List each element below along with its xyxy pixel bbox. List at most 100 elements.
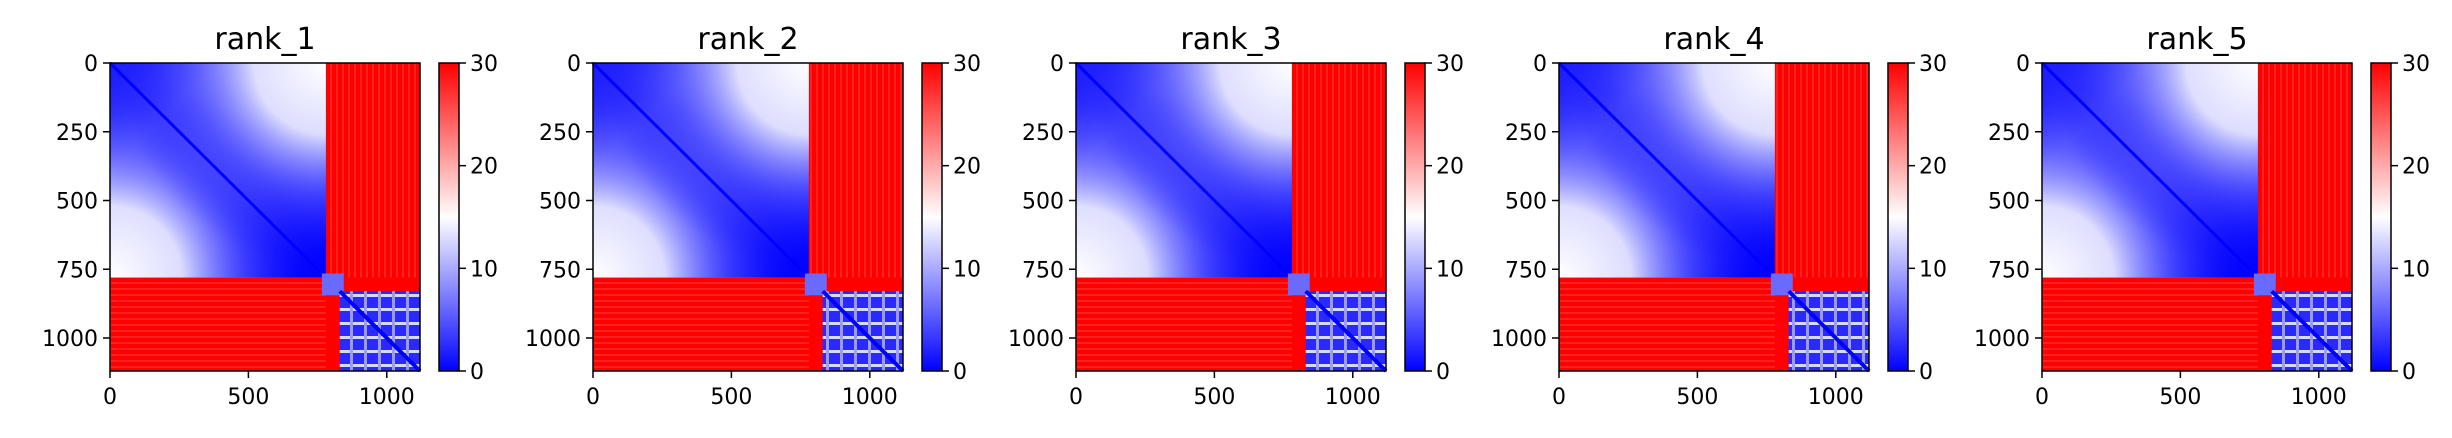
offdiag-lower-texture (1076, 277, 1292, 371)
offdiag-upper-texture (1774, 63, 1869, 278)
y-tick-label: 500 (1505, 190, 1547, 215)
panel-title: rank_5 (2146, 22, 2247, 57)
heatmap-panel-5: rank_5 0 250 500 750 1000 0 500 1000 0 10 20 30 (1974, 22, 2430, 410)
colorbar-tick-label: 30 (1436, 52, 1464, 77)
colorbar-tick-label: 20 (2402, 155, 2430, 180)
transition-block (1770, 273, 1793, 296)
colorbar-tick-label: 10 (1919, 257, 1947, 282)
offdiag-upper-texture (2257, 63, 2352, 278)
colorbar-tick-label: 0 (470, 360, 484, 385)
offdiag-lower-texture (2042, 277, 2258, 371)
y-tick-label: 750 (1988, 258, 2030, 283)
y-tick-label: 500 (1022, 190, 1064, 215)
diagonal-a (2040, 61, 2259, 279)
diagonal-b (1304, 289, 1388, 373)
x-tick-label: 1000 (842, 385, 898, 410)
y-tick-label: 500 (56, 190, 98, 215)
heatmap-panel-4: rank_4 0 250 500 750 1000 0 500 1000 0 10 20 30 (1491, 22, 1947, 410)
axes-frame (592, 62, 904, 372)
x-tick-label: 1000 (1325, 385, 1381, 410)
colorbar-tick-label: 20 (1919, 155, 1947, 180)
y-tick-label: 250 (1988, 121, 2030, 146)
offdiag-upper-texture (1291, 63, 1386, 278)
axes-frame (109, 62, 421, 372)
offdiag-lower-texture (593, 277, 809, 371)
y-tick-label: 1000 (42, 327, 98, 352)
x-tick-label: 500 (1676, 385, 1718, 410)
heatmap-panel-3: rank_3 0 250 500 750 1000 0 500 1000 0 10 20 30 (1008, 22, 1464, 410)
y-tick-label: 0 (1050, 52, 1064, 77)
colorbar-tick-label: 10 (1436, 257, 1464, 282)
x-tick-label: 0 (1552, 385, 1566, 410)
y-tick-label: 1000 (525, 327, 581, 352)
panel-title: rank_1 (214, 22, 315, 57)
y-tick-label: 250 (539, 121, 581, 146)
colorbar-tick-label: 10 (953, 257, 981, 282)
panel-title: rank_2 (697, 22, 798, 57)
y-tick-label: 1000 (1974, 327, 2030, 352)
x-tick-label: 1000 (2291, 385, 2347, 410)
x-tick-label: 500 (710, 385, 752, 410)
x-tick-label: 500 (227, 385, 269, 410)
colorbar-tick-label: 30 (1919, 52, 1947, 77)
colorbar-tick-label: 0 (953, 360, 967, 385)
x-tick-label: 500 (2159, 385, 2201, 410)
transition-block (2253, 273, 2276, 296)
y-tick-label: 750 (539, 258, 581, 283)
axes-frame (2041, 62, 2353, 372)
colorbar-tick-label: 20 (470, 155, 498, 180)
transition-block (1287, 273, 1310, 296)
offdiag-upper-texture (325, 63, 420, 278)
transition-block (804, 273, 827, 296)
panel-title: rank_3 (1180, 22, 1281, 57)
axes-frame (1558, 62, 1870, 372)
heatmap-panel-1: rank_1 0 250 500 750 1000 0 500 1000 0 10 20 30 (42, 22, 498, 410)
colorbar-tick-label: 0 (1436, 360, 1450, 385)
y-tick-label: 0 (84, 52, 98, 77)
y-tick-label: 750 (56, 258, 98, 283)
colorbar-tick-label: 0 (1919, 360, 1933, 385)
diagonal-b (2270, 289, 2354, 373)
y-tick-label: 500 (1988, 190, 2030, 215)
y-tick-label: 500 (539, 190, 581, 215)
axes-frame (1075, 62, 1387, 372)
colorbar (438, 62, 460, 372)
y-tick-label: 1000 (1008, 327, 1064, 352)
colorbar (1887, 62, 1909, 372)
x-tick-label: 1000 (359, 385, 415, 410)
diagonal-b (1787, 289, 1871, 373)
colorbar (1404, 62, 1426, 372)
x-tick-label: 0 (1069, 385, 1083, 410)
offdiag-upper-texture (808, 63, 903, 278)
y-tick-label: 0 (1533, 52, 1547, 77)
diagonal-a (108, 61, 327, 279)
colorbar (921, 62, 943, 372)
x-tick-label: 0 (103, 385, 117, 410)
offdiag-lower-texture (1559, 277, 1775, 371)
colorbar-tick-label: 10 (470, 257, 498, 282)
colorbar-tick-label: 20 (953, 155, 981, 180)
heatmap-panel-2: rank_2 0 250 500 750 1000 0 500 1000 0 10 20 30 (525, 22, 981, 410)
diagonal-a (1074, 61, 1293, 279)
colorbar-tick-label: 30 (2402, 52, 2430, 77)
y-tick-label: 250 (1022, 121, 1064, 146)
offdiag-lower-texture (110, 277, 326, 371)
colorbar-tick-label: 20 (1436, 155, 1464, 180)
y-tick-label: 0 (567, 52, 581, 77)
colorbar (2370, 62, 2392, 372)
y-tick-label: 250 (1505, 121, 1547, 146)
y-tick-label: 750 (1505, 258, 1547, 283)
diagonal-a (591, 61, 810, 279)
diagonal-a (1557, 61, 1776, 279)
x-tick-label: 500 (1193, 385, 1235, 410)
x-tick-label: 1000 (1808, 385, 1864, 410)
colorbar-tick-label: 30 (470, 52, 498, 77)
colorbar-tick-label: 0 (2402, 360, 2416, 385)
transition-block (321, 273, 344, 296)
panel-title: rank_4 (1663, 22, 1764, 57)
y-tick-label: 250 (56, 121, 98, 146)
diagonal-b (338, 289, 422, 373)
diagonal-b (821, 289, 905, 373)
y-tick-label: 0 (2016, 52, 2030, 77)
